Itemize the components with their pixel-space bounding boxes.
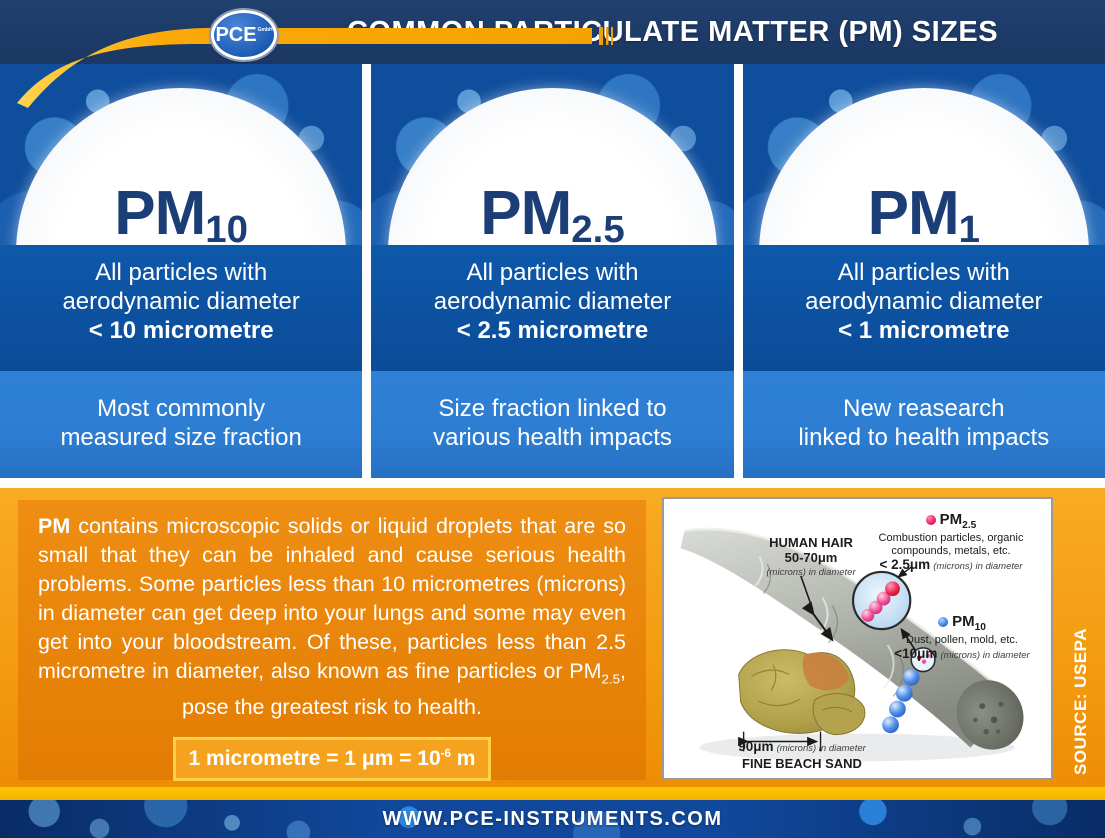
- pm10-name-main: PM: [952, 613, 975, 630]
- pm-description-body: contains microscopic solids or liquid dr…: [38, 514, 626, 683]
- pm25-size-note: (microns) in diameter: [933, 561, 1023, 572]
- magnifier-circle-graphic: [851, 566, 918, 654]
- pm1-diameter-line1: All particles with: [837, 259, 1010, 286]
- website-url: WWW.PCE-INSTRUMENTS.COM: [382, 807, 723, 830]
- page-title: COMMON PARTICULATE MATTER (PM) SIZES: [346, 15, 999, 48]
- pm10-column: PM10 All particles with aerodynamic diam…: [0, 64, 363, 478]
- hair-comparison-diagram: HUMAN HAIR 50-70μm (microns) in diameter…: [662, 497, 1053, 780]
- section-spacer: [0, 478, 1105, 488]
- pm1-diameter-band: All particles with aerodynamic diameter …: [742, 245, 1105, 371]
- pm25-title-sub: 2.5: [571, 208, 625, 252]
- pm-description-tail: , pose the greatest risk to health.: [182, 659, 626, 720]
- pm10-dot-icon: [938, 617, 949, 627]
- pm25-diameter-line1: All particles with: [466, 259, 639, 286]
- pm10-note-line2: measured size fraction: [60, 424, 302, 451]
- pm1-title-main: PM: [867, 179, 960, 248]
- pm10-dome: PM10: [16, 88, 347, 253]
- pm10-title: PM10: [114, 183, 248, 250]
- human-hair-name: HUMAN HAIR: [769, 535, 853, 550]
- pm25-dot-icon: [925, 515, 936, 525]
- pm1-title: PM1: [868, 183, 980, 250]
- pm25-name-sub: 2.5: [962, 520, 977, 531]
- pm1-column: PM1 All particles with aerodynamic diame…: [742, 64, 1105, 478]
- pm10-size-note: (microns) in diameter: [940, 650, 1030, 661]
- pm25-desc-line1: Combustion particles, organic: [878, 532, 1024, 544]
- pce-logo-text: PCE: [215, 23, 257, 46]
- measure-arrows-graphic: [738, 575, 834, 752]
- pm25-title-main: PM: [480, 179, 572, 248]
- pm10-diameter-line1: All particles with: [95, 259, 268, 286]
- pm1-note-line1: New reasearch: [843, 395, 1005, 422]
- pm25-note-line2: various health impacts: [433, 424, 672, 451]
- pm25-diameter-line2: aerodynamic diameter: [433, 288, 672, 315]
- pm1-dome: PM1: [758, 88, 1089, 253]
- sand-label: 90μm (microns) in diameter FINE BEACH SA…: [712, 739, 892, 771]
- pm10-diameter-band: All particles with aerodynamic diameter …: [0, 245, 363, 371]
- pm10-diameter-line2: aerodynamic diameter: [62, 288, 300, 315]
- pm25-title: PM2.5: [480, 183, 624, 250]
- pm1-diameter-line3: < 1 micrometre: [838, 317, 1010, 344]
- pm1-note-band: New reasearch linked to health impacts: [742, 371, 1105, 478]
- pce-logo-suffix: GmbH: [257, 27, 273, 33]
- pm1-note-line2: linked to health impacts: [798, 424, 1050, 451]
- pm10-particles-graphic: [882, 647, 936, 734]
- pce-logo: PCE GmbH: [211, 10, 277, 60]
- sand-name: FINE BEACH SAND: [742, 756, 862, 771]
- pm10-desc-line1: Dust, pollen, mold, etc.: [906, 634, 1018, 646]
- pm-description-sub: 2.5: [601, 671, 621, 687]
- pm1-title-sub: 1: [958, 208, 980, 252]
- pm25-column: PM2.5 All particles with aerodynamic dia…: [371, 64, 734, 478]
- gold-divider: [0, 787, 1105, 800]
- sand-size: 90μm: [738, 739, 774, 754]
- hair-illustration: [680, 527, 1024, 762]
- pm-columns: PM10 All particles with aerodynamic diam…: [0, 64, 1105, 478]
- pm25-note-line1: Size fraction linked to: [438, 395, 667, 422]
- micrometre-conversion-box: 1 micrometre = 1 μm = 10-6 m: [173, 737, 491, 782]
- pm10-title-sub: 10: [205, 208, 249, 252]
- pm10-diameter-line3: < 10 micrometre: [88, 317, 274, 344]
- footer: WWW.PCE-INSTRUMENTS.COM: [0, 800, 1105, 838]
- pm25-desc-line2: compounds, metals, etc.: [891, 545, 1011, 557]
- pm10-title-main: PM: [114, 179, 206, 248]
- pm10-note-band: Most commonly measured size fraction: [0, 371, 363, 478]
- sand-size-note: (microns) in diameter: [776, 743, 866, 754]
- pm10-name: PM10: [952, 613, 986, 633]
- human-hair-label: HUMAN HAIR 50-70μm (microns) in diameter: [736, 535, 886, 580]
- pm10-size: <10μm: [894, 646, 938, 661]
- header: COMMON PARTICULATE MATTER (PM) SIZES: [0, 0, 1105, 64]
- pm25-name-main: PM: [939, 511, 963, 528]
- pm25-size: < 2.5μm: [879, 557, 931, 572]
- conversion-prefix: 1 micrometre = 1 μm = 10: [188, 747, 441, 771]
- pm25-name: PM2.5: [939, 511, 977, 531]
- pm-description-lead: PM: [38, 514, 71, 538]
- human-hair-size: 50-70μm: [784, 550, 838, 565]
- pm25-dome: PM2.5: [387, 88, 718, 253]
- pm1-diameter-line2: aerodynamic diameter: [805, 288, 1043, 315]
- pm10-name-sub: 10: [974, 622, 986, 633]
- pm25-note-band: Size fraction linked to various health i…: [371, 371, 734, 478]
- conversion-suffix: m: [450, 747, 476, 771]
- pm25-diameter-band: All particles with aerodynamic diameter …: [371, 245, 734, 371]
- info-section: PM contains microscopic solids or liquid…: [0, 488, 1105, 787]
- pm25-label: PM2.5 Combustion particles, organic comp…: [852, 511, 1050, 573]
- pm10-label: PM10 Dust, pollen, mold, etc. <10μm (mic…: [872, 613, 1052, 662]
- source-credit: SOURCE: USEPA: [1071, 628, 1090, 775]
- pm25-diameter-line3: < 2.5 micrometre: [456, 317, 649, 344]
- sand-grains-graphic: [738, 649, 866, 736]
- pm-description-panel: PM contains microscopic solids or liquid…: [18, 500, 646, 782]
- pm10-note-line1: Most commonly: [97, 395, 266, 422]
- human-hair-size-note: (microns) in diameter: [766, 567, 856, 578]
- pm-description-text: PM contains microscopic solids or liquid…: [38, 512, 626, 722]
- conversion-exponent: -6: [440, 748, 451, 761]
